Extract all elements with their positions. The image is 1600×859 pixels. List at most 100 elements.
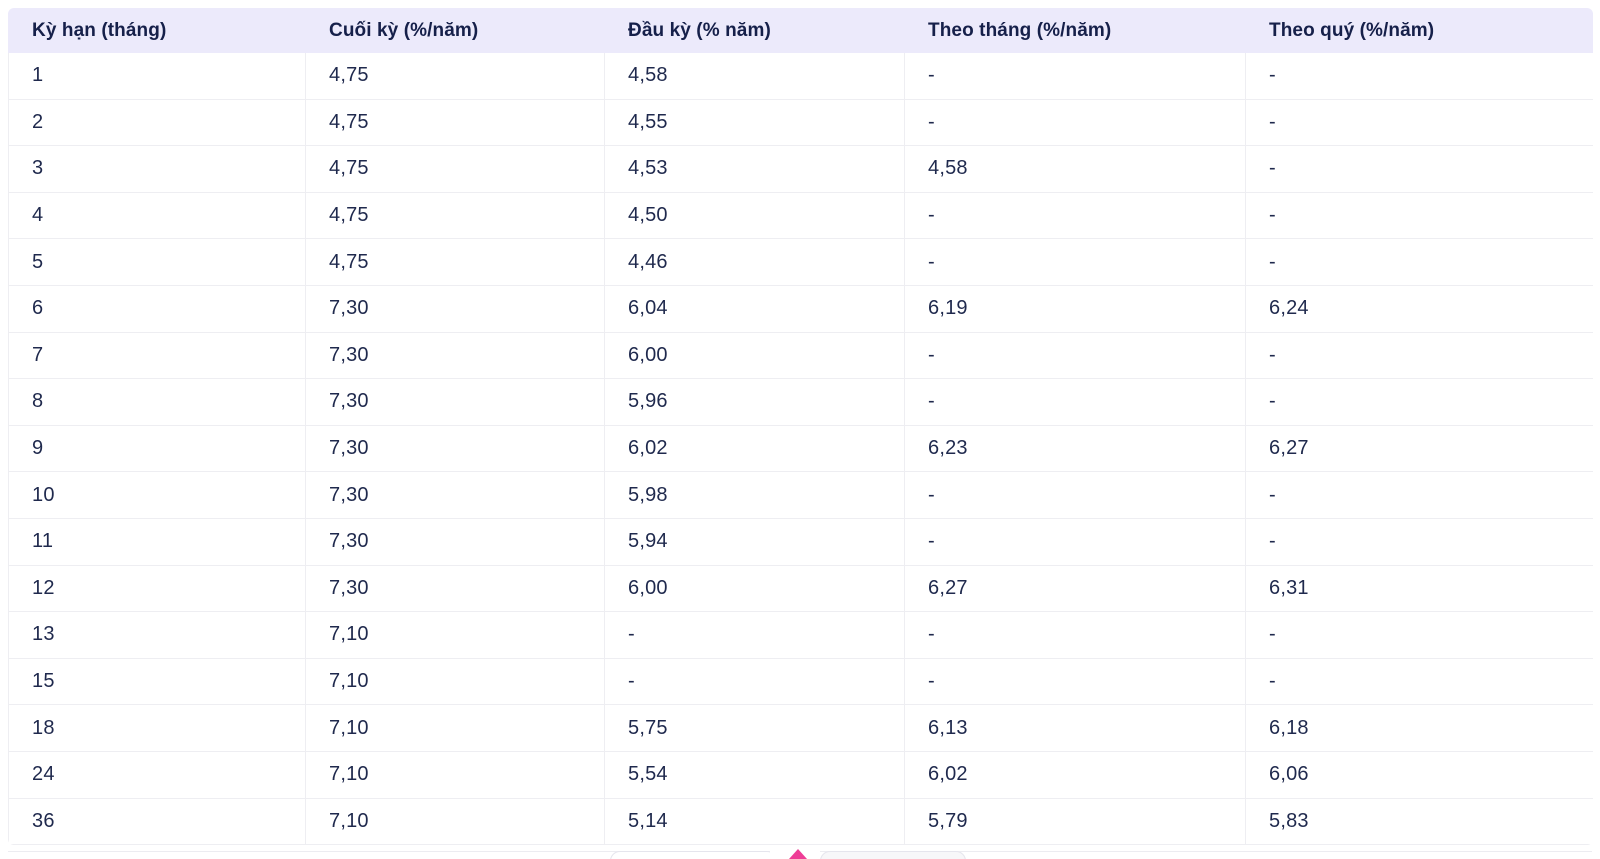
table-cell: 6,00 [604,331,905,380]
column-header: Cuối kỳ (%/năm) [305,8,605,53]
table-cell: 5,14 [604,797,905,846]
table-cell: 36 [8,797,306,846]
table-cell: 4 [8,191,306,240]
table-cell: 13 [8,611,306,659]
table-row: 1 4,75 4,58- - [8,52,1593,100]
table-cell: 7,10 [305,797,605,846]
table-row: 18 7,10 5,75 6,13 6,18 [8,704,1593,752]
caret-up-icon [789,849,807,859]
table-cell: 6,19 [904,284,1246,333]
table-cell: 4,75 [305,238,605,286]
table-cell: - [1245,52,1593,100]
table-cell: 5,96 [604,378,905,426]
table-cell: - [904,471,1246,519]
table-cell: - [604,657,905,706]
table-cell: 6,23 [904,424,1246,473]
table-cell: 4,75 [305,145,605,193]
table-cell: 18 [8,704,306,752]
table-cell: 4,75 [305,52,605,100]
table-cell: - [904,378,1246,426]
table-cell: 4,75 [305,191,605,240]
table-cell: - [1245,471,1593,519]
table-cell: 4,46 [604,238,905,286]
table-row: 36 7,10 5,14 5,79 5,83 [8,797,1593,846]
table-cell: 6,13 [904,704,1246,752]
table-row: 8 7,30 5,96- - [8,378,1593,426]
table-row: 9 7,30 6,02 6,23 6,27 [8,424,1593,473]
table-row: 12 7,30 6,00 6,27 6,31 [8,564,1593,613]
table-cell: 7,30 [305,517,605,566]
table-cell: 4,53 [604,145,905,193]
table-cell: 7,10 [305,704,605,752]
table-cell: 15 [8,657,306,706]
table-cell: 6,27 [904,564,1246,613]
table-cell: 1 [8,52,306,100]
table-cell: - [604,611,905,659]
clipped-tab-right[interactable] [820,851,966,859]
table-cell: 9 [8,424,306,473]
table-cell: 2 [8,98,306,147]
rates-table-container: Kỳ hạn (tháng) Cuối kỳ (%/năm) Đầu kỳ (% n… [8,8,1593,846]
table-cell: 7,10 [305,750,605,799]
table-cell: 6,06 [1245,750,1593,799]
table-cell: 6,24 [1245,284,1593,333]
table-cell: 7,30 [305,331,605,380]
table-row: 3 4,75 4,53 4,58- [8,145,1593,193]
table-cell: 7,10 [305,657,605,706]
table-cell: 7,10 [305,611,605,659]
table-cell: 4,50 [604,191,905,240]
table-cell: 4,55 [604,98,905,147]
table-cell: 5,98 [604,471,905,519]
table-cell: 6,04 [604,284,905,333]
table-cell: - [1245,145,1593,193]
table-cell: 4,58 [904,145,1246,193]
table-cell: 12 [8,564,306,613]
table-cell: - [1245,191,1593,240]
column-header: Theo quý (%/năm) [1245,8,1593,53]
table-cell: - [1245,611,1593,659]
table-cell: 7,30 [305,424,605,473]
table-row: 10 7,30 5,98- - [8,471,1593,519]
table-cell: - [1245,378,1593,426]
table-cell: 5,83 [1245,797,1593,846]
table-cell: 24 [8,750,306,799]
column-header: Kỳ hạn (tháng) [8,8,306,53]
table-row: 13 7,10- - - [8,611,1593,659]
table-cell: 7,30 [305,471,605,519]
table-row: 15 7,10- - - [8,657,1593,706]
table-cell: 5,79 [904,797,1246,846]
table-cell: 6,00 [604,564,905,613]
table-row: 4 4,75 4,50- - [8,191,1593,240]
table-cell: - [1245,98,1593,147]
table-cell: 6,02 [904,750,1246,799]
table-cell: 7,30 [305,564,605,613]
table-header-row: Kỳ hạn (tháng) Cuối kỳ (%/năm) Đầu kỳ (% n… [8,8,1593,53]
table-cell: 7,30 [305,284,605,333]
table-cell: - [1245,657,1593,706]
table-cell: 7 [8,331,306,380]
table-cell: 8 [8,378,306,426]
clipped-tab-left[interactable] [610,851,777,859]
table-cell: - [1245,517,1593,566]
table-row: 11 7,30 5,94- - [8,517,1593,566]
table-cell: - [1245,238,1593,286]
clipped-bottom-widget [0,844,1600,859]
table-cell: - [904,52,1246,100]
table-cell: 5,75 [604,704,905,752]
table-cell: - [904,517,1246,566]
table-cell: - [904,191,1246,240]
column-header: Theo tháng (%/năm) [904,8,1246,53]
deposit-rates-table: Kỳ hạn (tháng) Cuối kỳ (%/năm) Đầu kỳ (% n… [8,8,1593,846]
table-cell: 6 [8,284,306,333]
table-cell: 6,02 [604,424,905,473]
table-cell: 5 [8,238,306,286]
table-cell: 6,18 [1245,704,1593,752]
table-row: 5 4,75 4,46- - [8,238,1593,286]
table-cell: - [904,611,1246,659]
table-cell: - [904,98,1246,147]
table-cell: - [904,331,1246,380]
table-cell: 5,94 [604,517,905,566]
table-cell: - [904,238,1246,286]
table-cell: 7,30 [305,378,605,426]
